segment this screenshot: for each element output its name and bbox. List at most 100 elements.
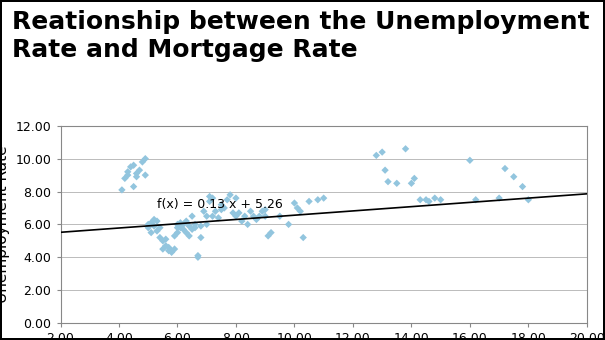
Point: [182, 230, 191, 235]
Point: [120, 176, 129, 181]
Point: [178, 222, 188, 227]
Point: [190, 225, 200, 231]
Point: [415, 197, 425, 203]
Point: [290, 200, 299, 206]
Point: [263, 233, 273, 239]
Point: [430, 195, 440, 201]
Point: [146, 220, 156, 225]
Point: [249, 214, 258, 219]
Point: [211, 208, 220, 214]
Point: [164, 248, 174, 253]
Point: [424, 199, 434, 204]
Point: [371, 153, 381, 158]
Point: [152, 228, 162, 234]
Point: [152, 218, 162, 224]
Point: [117, 187, 126, 193]
Point: [275, 214, 284, 219]
Point: [421, 197, 431, 203]
Point: [202, 214, 212, 219]
Point: [182, 218, 191, 224]
Point: [164, 245, 174, 250]
Point: [161, 237, 171, 242]
Point: [126, 164, 136, 170]
Point: [199, 208, 209, 214]
Point: [407, 181, 416, 186]
Point: [234, 210, 244, 216]
Point: [225, 192, 235, 198]
Point: [378, 149, 387, 155]
Point: [295, 208, 305, 214]
Point: [465, 158, 475, 163]
Point: [169, 246, 180, 252]
Point: [146, 230, 156, 235]
Point: [155, 225, 165, 231]
Point: [237, 218, 247, 224]
Text: Reationship between the Unemployment
Rate and Mortgage Rate: Reationship between the Unemployment Rat…: [12, 10, 590, 62]
Point: [132, 171, 142, 176]
Point: [319, 195, 329, 201]
Point: [175, 225, 185, 231]
Point: [193, 253, 203, 258]
Point: [158, 246, 168, 252]
Point: [196, 235, 206, 240]
Point: [140, 156, 150, 162]
Point: [143, 222, 153, 227]
Point: [149, 223, 159, 229]
Point: [196, 223, 206, 229]
Point: [228, 210, 238, 216]
Point: [383, 179, 393, 184]
Point: [500, 166, 510, 171]
Point: [172, 222, 182, 227]
Point: [167, 250, 177, 255]
Point: [523, 197, 533, 203]
Point: [243, 222, 252, 227]
Point: [220, 205, 229, 211]
Point: [214, 215, 223, 221]
Point: [134, 168, 144, 173]
Point: [231, 214, 241, 219]
Point: [123, 169, 132, 174]
Point: [185, 223, 194, 229]
Point: [292, 205, 302, 211]
Text: f(x) = 0.13 x + 5.26: f(x) = 0.13 x + 5.26: [157, 198, 283, 211]
Point: [240, 214, 250, 219]
Point: [178, 227, 188, 232]
Point: [266, 230, 276, 235]
Point: [494, 195, 504, 201]
Point: [172, 225, 182, 231]
Point: [246, 208, 255, 214]
Point: [208, 214, 217, 219]
Point: [169, 233, 180, 239]
Point: [518, 184, 528, 189]
Point: [410, 176, 419, 181]
Point: [143, 225, 153, 231]
Point: [392, 181, 402, 186]
Point: [185, 233, 194, 239]
Point: [175, 220, 185, 225]
Point: [255, 214, 264, 219]
Point: [161, 243, 171, 249]
Point: [257, 208, 267, 214]
Point: [202, 222, 212, 227]
Point: [193, 255, 203, 260]
Point: [140, 172, 150, 178]
Point: [129, 184, 139, 189]
Point: [167, 248, 177, 253]
Point: [129, 163, 139, 168]
Point: [380, 168, 390, 173]
Point: [313, 197, 322, 203]
Point: [187, 227, 197, 232]
Y-axis label: Unemployment Rate: Unemployment Rate: [0, 146, 10, 303]
Point: [284, 222, 293, 227]
Point: [208, 195, 217, 201]
Point: [304, 199, 314, 204]
Point: [158, 238, 168, 243]
Point: [509, 174, 518, 180]
Point: [187, 214, 197, 219]
Point: [123, 172, 132, 178]
Point: [172, 230, 182, 235]
Point: [155, 235, 165, 240]
Point: [471, 197, 480, 203]
Point: [149, 217, 159, 222]
Point: [217, 202, 226, 207]
